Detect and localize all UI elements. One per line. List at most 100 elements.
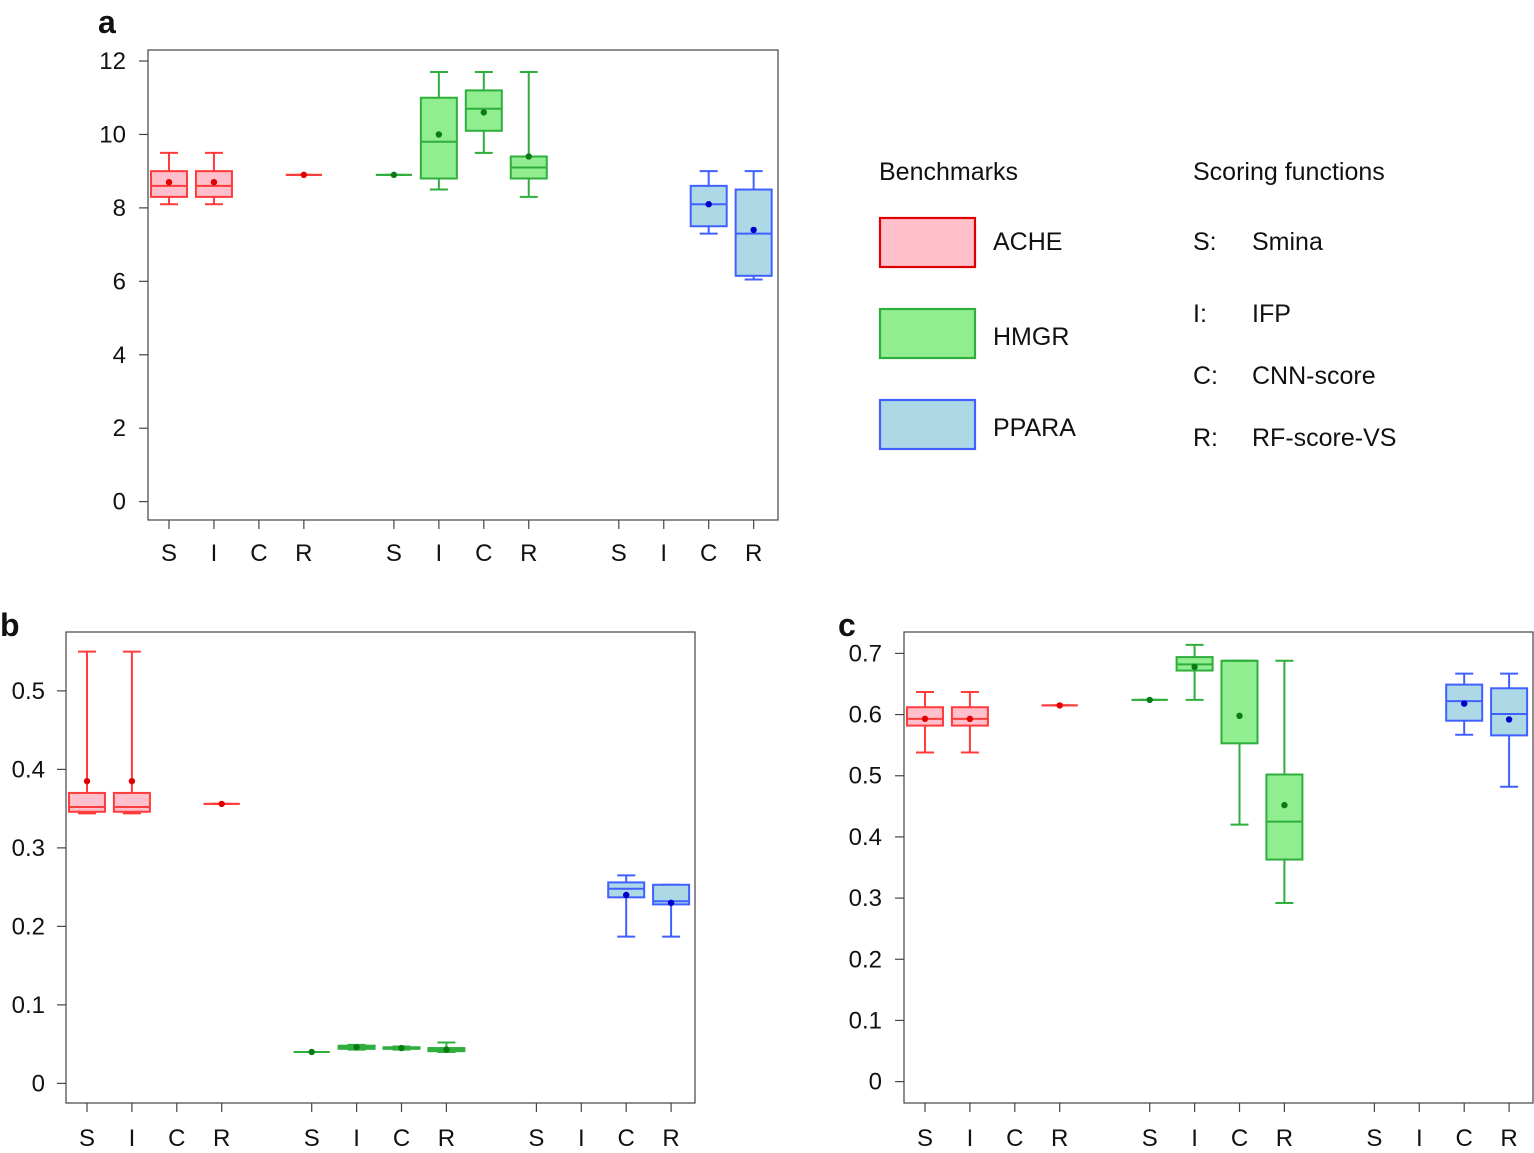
- y-tick-label: 0.1: [12, 992, 45, 1019]
- legend-scoring-abbr-i: I:: [1193, 300, 1207, 328]
- panel-letter-c: c: [838, 607, 856, 643]
- legend-scoring-abbr-c: C:: [1193, 362, 1218, 390]
- box-hmgr-r: [509, 71, 548, 198]
- box-hmgr-s: [375, 171, 412, 179]
- x-category-label: S: [304, 1125, 320, 1152]
- box-ache-r: [1041, 702, 1078, 709]
- box-mean: [443, 1046, 450, 1053]
- x-category-label: C: [618, 1125, 635, 1152]
- box-iqr: [1490, 687, 1529, 737]
- box-mean: [1191, 663, 1198, 671]
- x-category-label: R: [520, 540, 537, 567]
- y-tick-label: 0.6: [849, 702, 882, 729]
- box-hmgr-r: [427, 1041, 466, 1053]
- legend-scoring-name-i: IFP: [1252, 300, 1291, 328]
- box-iqr: [112, 791, 151, 813]
- legend-benchmarks-title: Benchmarks: [879, 158, 1018, 186]
- box-mean: [705, 201, 712, 208]
- box-iqr: [68, 791, 106, 813]
- x-category-label: S: [528, 1125, 544, 1152]
- x-category-label: S: [1142, 1125, 1158, 1152]
- x-category-label: R: [1276, 1125, 1293, 1152]
- x-category-label: I: [1416, 1125, 1423, 1152]
- box-ppara-r: [652, 883, 691, 938]
- x-category-label: S: [1366, 1125, 1382, 1152]
- panel-b-chart: 00.10.20.30.40.5S I C R S I C R S I C R: [12, 631, 696, 1152]
- box-ppara-r: [1490, 672, 1529, 788]
- box-mean: [435, 131, 443, 138]
- box-mean: [921, 715, 929, 723]
- y-tick-label: 4: [113, 342, 126, 369]
- box-mean: [165, 178, 173, 186]
- x-category-label: C: [1231, 1125, 1248, 1152]
- legend-swatch-hmgr: [878, 307, 977, 360]
- box-mean: [1281, 801, 1288, 809]
- x-category-label: I: [660, 540, 667, 567]
- legend-label-ppara: PPARA: [993, 414, 1076, 442]
- y-tick-label: 0.4: [849, 824, 882, 851]
- x-category-label: R: [662, 1125, 679, 1152]
- box-mean: [1505, 716, 1513, 723]
- x-category-label: C: [393, 1125, 410, 1152]
- x-category-label: S: [917, 1125, 933, 1152]
- box-mean: [398, 1044, 405, 1052]
- x-category-label: C: [700, 540, 717, 567]
- y-tick-label: 2: [113, 415, 126, 442]
- box-mean: [750, 226, 757, 234]
- x-category-label: C: [250, 540, 267, 567]
- box-hmgr-s: [1131, 696, 1168, 704]
- y-tick-label: 0: [32, 1070, 45, 1097]
- plot-frame: [147, 49, 779, 521]
- y-tick-label: 12: [99, 48, 126, 75]
- y-tick-label: 0.4: [12, 756, 45, 783]
- x-category-label: R: [213, 1125, 230, 1152]
- x-category-label: S: [386, 540, 402, 567]
- box-iqr: [1220, 659, 1259, 745]
- box-hmgr-i: [1175, 643, 1214, 701]
- box-ache-i: [950, 690, 989, 754]
- y-tick-label: 0.2: [849, 946, 882, 973]
- box-mean: [1056, 702, 1063, 709]
- plot-frame: [903, 631, 1534, 1104]
- plot-frame: [65, 631, 696, 1104]
- box-hmgr-i: [337, 1043, 376, 1051]
- x-category-label: C: [1006, 1125, 1023, 1152]
- y-tick-label: 6: [113, 268, 126, 295]
- box-ache-i: [112, 650, 151, 815]
- box-mean: [1146, 696, 1153, 704]
- y-tick-label: 0: [113, 489, 126, 516]
- box-mean: [218, 800, 225, 808]
- y-tick-label: 10: [99, 121, 126, 148]
- box-ache-r: [203, 800, 240, 808]
- x-category-label: R: [1500, 1125, 1517, 1152]
- panel-letter-b: b: [0, 607, 20, 643]
- box-mean: [525, 153, 532, 160]
- y-tick-label: 0.3: [12, 835, 45, 862]
- x-category-label: R: [295, 540, 312, 567]
- box-hmgr-i: [419, 71, 458, 191]
- legend-label-hmgr: HMGR: [993, 323, 1069, 351]
- y-tick-label: 0.3: [849, 885, 882, 912]
- box-mean: [966, 715, 974, 723]
- box-hmgr-c: [464, 71, 503, 154]
- box-ppara-r: [734, 170, 773, 281]
- box-hmgr-c: [382, 1044, 421, 1052]
- y-tick-label: 0.7: [849, 640, 882, 667]
- box-mean: [83, 777, 91, 785]
- box-mean: [1461, 700, 1468, 707]
- box-ppara-c: [607, 874, 646, 938]
- legend-scoring-name-r: RF-score-VS: [1252, 424, 1396, 452]
- box-ppara-c: [689, 170, 728, 235]
- box-mean: [667, 899, 675, 907]
- box-ache-s: [150, 151, 188, 206]
- box-ache-i: [194, 151, 233, 206]
- legend: Benchmarks ACHE HMGR PPARA Scoring funct…: [878, 158, 1396, 452]
- box-hmgr-r: [1265, 659, 1304, 904]
- x-category-label: I: [129, 1125, 136, 1152]
- box-mean: [390, 171, 398, 179]
- box-mean: [353, 1044, 360, 1051]
- legend-swatch-ppara: [878, 398, 977, 451]
- x-category-label: R: [1051, 1125, 1068, 1152]
- box-mean: [210, 178, 218, 186]
